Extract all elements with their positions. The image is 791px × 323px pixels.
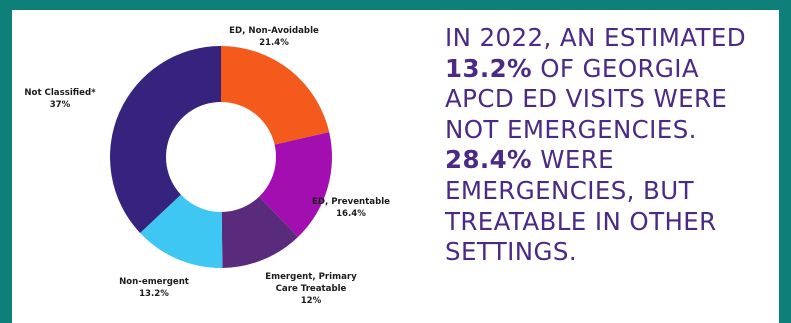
slice-label-emergent-pct-line1: Emergent, Primary [265, 272, 357, 282]
slice-value-not-classified: 37% [50, 100, 71, 110]
headline-line-5: 28.4% WERE [445, 145, 779, 176]
slice-label-ed-non-avoidable: ED, Non-Avoidable [229, 26, 319, 36]
headline-line-2: 13.2% OF GEORGIA [445, 54, 779, 85]
slice-label-emergent-pct-line2: Care Treatable [276, 284, 347, 294]
slice-label-ed-preventable: ED, Preventable [312, 197, 390, 207]
headline-line-6: EMERGENCIES, BUT [445, 175, 694, 205]
donut-slice-ed-preventable [259, 132, 332, 237]
headline-line-3: APCD ED VISITS WERE [445, 84, 728, 114]
slice-label-non-emergent: Non-emergent [119, 277, 189, 287]
headline-stat-non-emergent: 13.2% [445, 53, 532, 83]
headline-line-5-rest: WERE [532, 145, 614, 175]
donut-chart: ED, Non-Avoidable 21.4% ED, Preventable … [24, 26, 390, 306]
slice-value-ed-non-avoidable: 21.4% [259, 38, 289, 48]
slice-value-ed-preventable: 16.4% [336, 209, 366, 219]
headline-line-4: NOT EMERGENCIES. [445, 114, 697, 144]
infographic-card: ED, Non-Avoidable 21.4% ED, Preventable … [12, 10, 779, 323]
donut-slice-not-classified [109, 46, 221, 233]
headline-text: IN 2022, AN ESTIMATED 13.2% OF GEORGIA A… [445, 23, 779, 268]
slice-label-not-classified: Not Classified* [24, 88, 96, 98]
slice-value-emergent-pct: 12% [301, 296, 322, 306]
donut-slice-ed-non-avoidable [221, 46, 330, 145]
headline-line-8: SETTINGS. [445, 237, 578, 267]
donut-slice-non-emergent [140, 194, 223, 268]
headline-line-7: TREATABLE IN OTHER [445, 206, 717, 236]
headline-line-1: IN 2022, AN ESTIMATED [445, 23, 747, 52]
slice-value-non-emergent: 13.2% [139, 289, 169, 299]
headline-line-2-rest: OF GEORGIA [532, 53, 700, 83]
headline-stat-treatable: 28.4% [445, 145, 532, 175]
donut-slice-emergent-primary-care-treatable [221, 196, 298, 268]
donut-slices [109, 46, 332, 268]
